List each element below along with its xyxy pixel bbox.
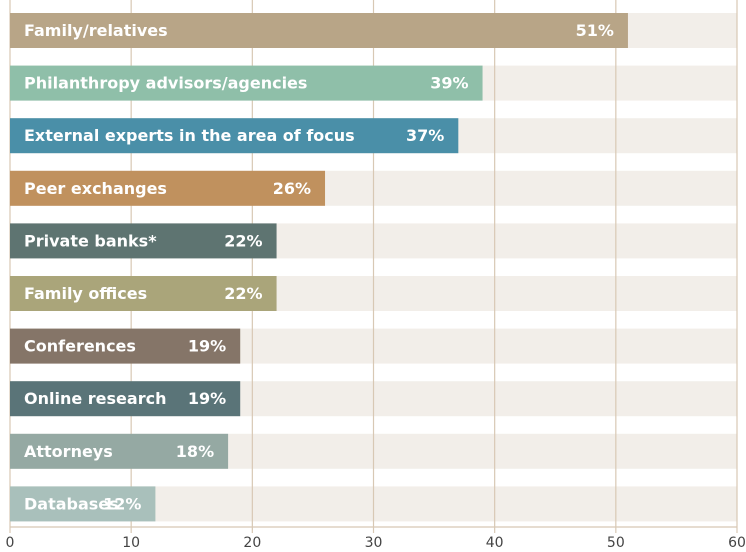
value-label: 22% xyxy=(224,231,262,250)
x-tick-label: 60 xyxy=(728,535,746,551)
x-tick-label: 50 xyxy=(607,535,625,551)
category-label: Family/relatives xyxy=(24,21,168,40)
category-label: Philanthropy advisors/agencies xyxy=(24,74,307,93)
category-label: Online research xyxy=(24,389,166,408)
bar xyxy=(10,13,628,48)
bar xyxy=(10,328,241,364)
category-label: Conferences xyxy=(24,337,136,356)
value-label: 18% xyxy=(176,442,214,461)
x-tick-label: 0 xyxy=(6,535,15,551)
category-label: Databases xyxy=(24,494,119,513)
value-label: 26% xyxy=(273,179,311,198)
bar xyxy=(10,170,326,206)
value-label: 22% xyxy=(224,284,262,303)
category-label: Private banks* xyxy=(24,231,157,250)
value-label: 51% xyxy=(576,21,614,40)
value-label: 19% xyxy=(188,337,226,356)
bar xyxy=(10,223,277,259)
x-tick-label: 30 xyxy=(365,535,383,551)
bar xyxy=(10,381,241,417)
category-label: Family offices xyxy=(24,284,147,303)
value-label: 39% xyxy=(430,74,468,93)
bar xyxy=(10,486,156,522)
category-label: Peer exchanges xyxy=(24,179,167,198)
bar xyxy=(10,65,483,101)
x-tick-label: 20 xyxy=(243,535,261,551)
value-label: 19% xyxy=(188,389,226,408)
value-label: 37% xyxy=(406,126,444,145)
x-tick-label: 10 xyxy=(122,535,140,551)
bar xyxy=(10,118,459,154)
bar xyxy=(10,276,277,311)
value-label: 12% xyxy=(103,494,141,513)
x-tick-label: 40 xyxy=(486,535,504,551)
category-label: External experts in the area of focus xyxy=(24,126,355,145)
bar xyxy=(10,433,229,469)
category-label: Attorneys xyxy=(24,442,113,461)
